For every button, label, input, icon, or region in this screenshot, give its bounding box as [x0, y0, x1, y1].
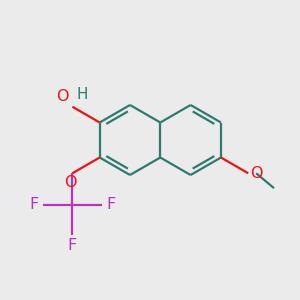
Text: O: O: [64, 175, 77, 190]
Text: F: F: [29, 197, 39, 212]
Text: F: F: [106, 197, 116, 212]
Text: F: F: [68, 238, 77, 253]
Text: O: O: [250, 166, 263, 181]
Text: O: O: [56, 89, 68, 104]
Text: H: H: [76, 87, 88, 102]
